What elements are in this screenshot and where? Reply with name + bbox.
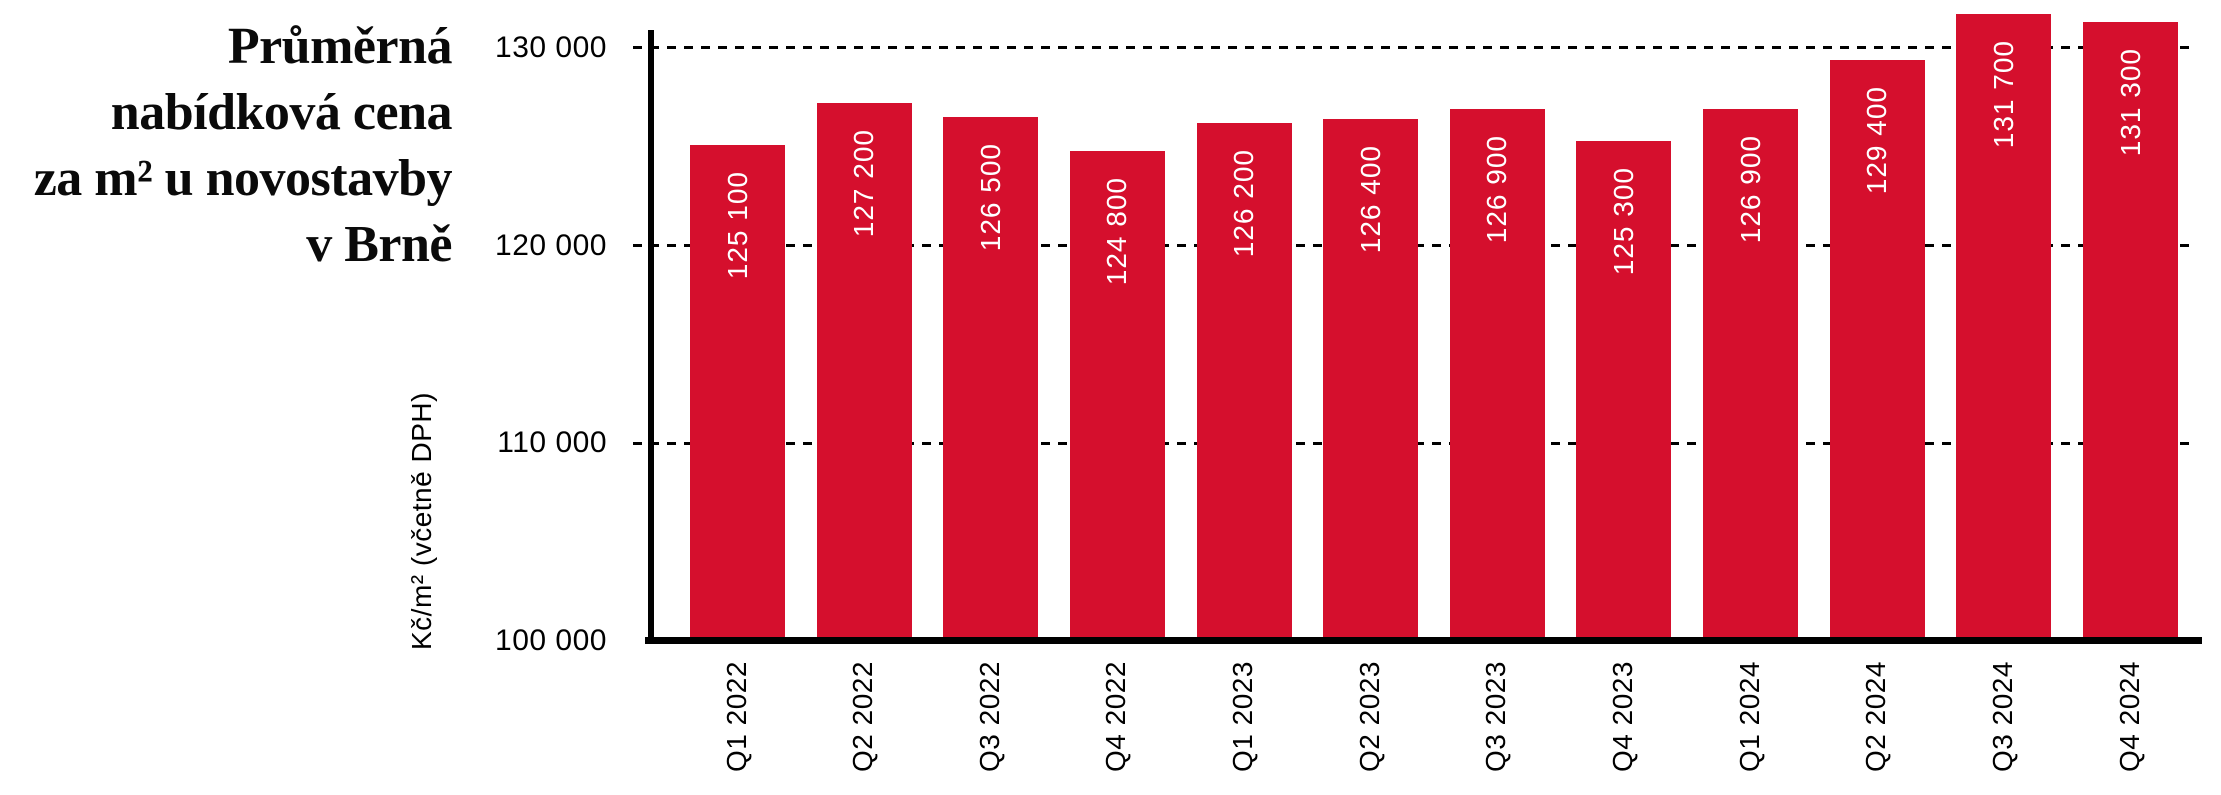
bar-value-label: 126 200 (1228, 149, 1260, 258)
x-axis-baseline (645, 637, 2202, 644)
bar-value-label: 129 400 (1861, 85, 1893, 195)
chart-title-line-3: za m² u novostavby (33, 150, 453, 207)
y-tick-label-120000: 120 000 (495, 228, 607, 262)
chart-title-line-1: Průměrná (227, 18, 453, 75)
x-tick-label-q1-2022: Q1 2022 (720, 661, 752, 772)
chart-title-line-2: nabídková cena (110, 84, 453, 141)
bar-value-label: 131 700 (1987, 40, 2019, 149)
bar-value-label: 126 400 (1354, 145, 1386, 254)
bar-q2-2024: 129 400 (1829, 59, 1925, 641)
gridline-130000 (633, 46, 2195, 50)
bar-q1-2022: 125 100 (690, 144, 785, 641)
bar-value-label: 131 300 (2114, 48, 2146, 157)
x-tick-label-q2-2023: Q2 2023 (1353, 661, 1385, 772)
bar-q3-2022: 126 500 (943, 117, 1039, 641)
x-tick-label-q4-2024: Q4 2024 (2113, 661, 2145, 772)
bar-q1-2024: 126 900 (1703, 109, 1799, 641)
bar-value-label: 127 200 (848, 129, 880, 238)
y-axis-line (648, 30, 654, 644)
bar-q2-2022: 127 200 (816, 103, 912, 641)
bar-q3-2024: 131 700 (1956, 14, 2052, 641)
x-tick-label-q3-2024: Q3 2024 (1986, 661, 2018, 772)
bar-q4-2023: 125 300 (1576, 140, 1672, 641)
x-tick-label-q3-2023: Q3 2023 (1480, 661, 1512, 772)
bar-value-label: 125 100 (721, 170, 753, 280)
x-tick-label-q1-2024: Q1 2024 (1733, 661, 1765, 772)
bar-value-label: 125 300 (1607, 166, 1639, 276)
x-tick-label-q2-2022: Q2 2022 (847, 661, 879, 772)
bar-q1-2023: 126 200 (1196, 123, 1292, 641)
x-tick-label-q3-2022: Q3 2022 (973, 661, 1005, 772)
y-tick-label-100000: 100 000 (495, 624, 607, 657)
bar-value-label: 126 900 (1481, 135, 1513, 244)
y-tick-label-130000: 130 000 (495, 30, 607, 64)
x-tick-label-q4-2023: Q4 2023 (1606, 661, 1638, 772)
bar-value-label: 124 800 (1101, 176, 1133, 285)
x-tick-label-q1-2023: Q1 2023 (1227, 661, 1259, 772)
chart-title: Průměrná nabídková cena za m² u novostav… (0, 14, 453, 278)
bar-q3-2023: 126 900 (1449, 109, 1545, 641)
bar-value-label: 126 900 (1734, 135, 1766, 244)
chart-title-line-4: v Brně (306, 216, 452, 273)
bar-q4-2024: 131 300 (2083, 22, 2179, 641)
y-axis-unit-label: Kč/m² (včetně DPH) (406, 392, 437, 650)
x-tick-label-q2-2024: Q2 2024 (1860, 661, 1892, 772)
bar-q2-2023: 126 400 (1323, 119, 1419, 641)
y-tick-label-110000: 110 000 (497, 426, 607, 460)
x-tick-label-q4-2022: Q4 2022 (1100, 661, 1132, 772)
bar-q4-2022: 124 800 (1069, 150, 1165, 641)
bar-value-label: 126 500 (974, 143, 1006, 252)
